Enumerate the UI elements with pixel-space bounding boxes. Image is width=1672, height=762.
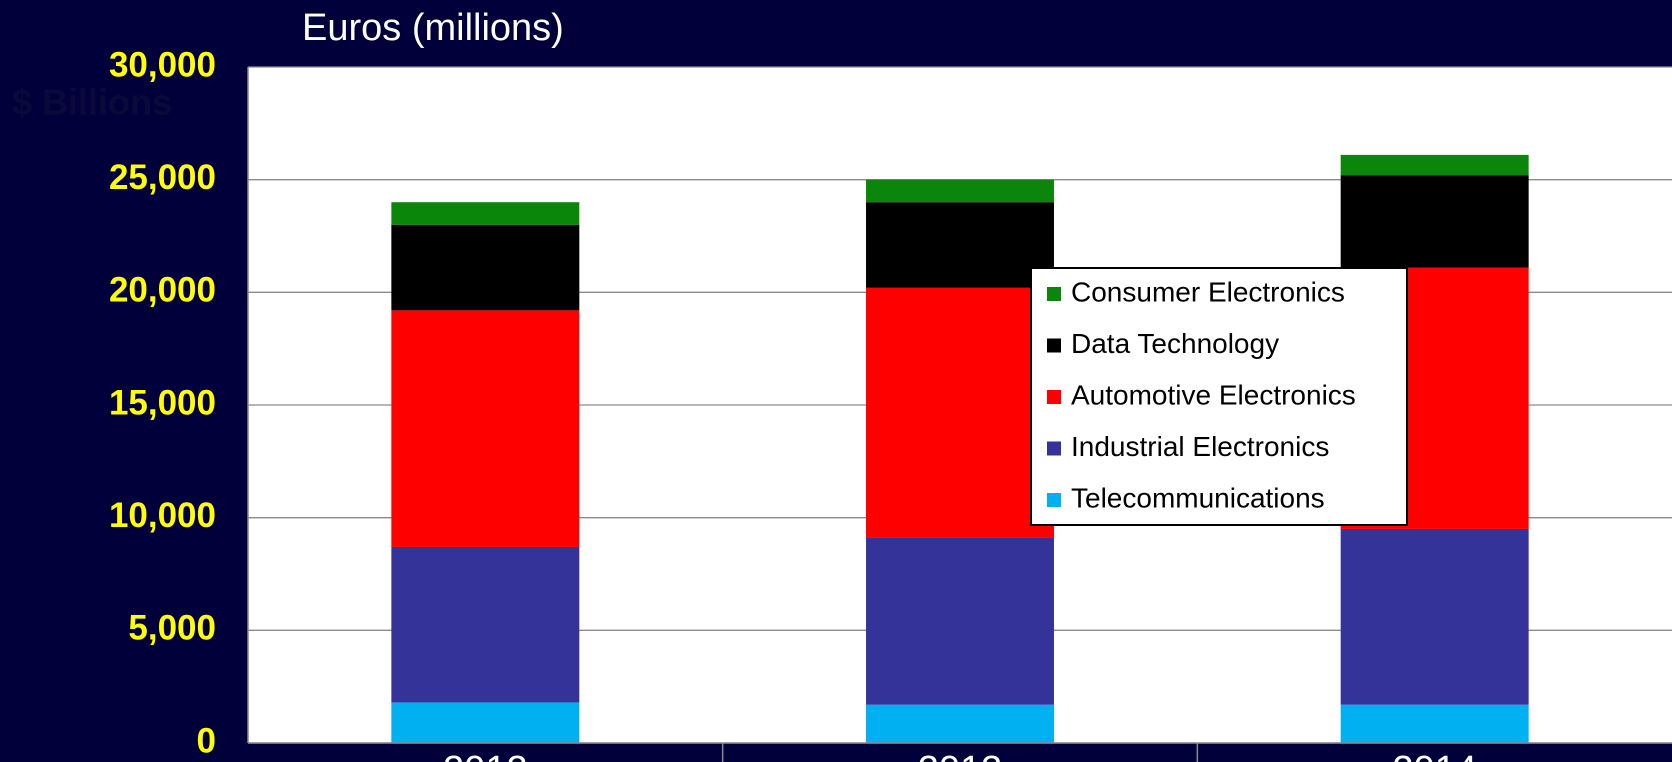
bar-segment xyxy=(866,202,1054,288)
bar-segment xyxy=(1340,704,1529,743)
legend-swatch xyxy=(1047,287,1061,301)
bar-segment xyxy=(1340,175,1529,268)
y-tick-label: 30,000 xyxy=(109,45,216,84)
legend-box xyxy=(1030,267,1408,526)
x-tick-label: 2012 xyxy=(443,749,528,762)
bar-segment xyxy=(1340,528,1529,705)
y-tick-label: 5,000 xyxy=(128,609,216,648)
y-tick-label: 0 xyxy=(197,721,216,760)
x-tick-label: 2013 xyxy=(918,749,1003,762)
legend-label: Data Technology xyxy=(1071,328,1279,359)
y-tick-label: 10,000 xyxy=(109,496,216,535)
y-axis-label: $ Billions xyxy=(12,82,172,123)
y-tick-label: 15,000 xyxy=(109,383,216,422)
legend-label: Automotive Electronics xyxy=(1071,379,1356,410)
legend-swatch xyxy=(1047,390,1061,404)
legend-swatch xyxy=(1047,493,1061,507)
bar-segment xyxy=(391,310,580,547)
bar-segment xyxy=(866,704,1054,743)
bar-segment xyxy=(866,179,1054,203)
bar-segment xyxy=(1340,154,1529,176)
bar-segment xyxy=(866,537,1054,705)
y-tick-label: 25,000 xyxy=(109,158,216,197)
y-tick-label: 20,000 xyxy=(109,271,216,310)
chart-title: Euros (millions) xyxy=(302,7,564,49)
legend-swatch xyxy=(1047,441,1061,456)
x-tick-label: 2014 xyxy=(1392,749,1477,762)
legend-label: Consumer Electronics xyxy=(1071,276,1345,307)
legend-swatch xyxy=(1047,338,1061,353)
bar-segment xyxy=(391,546,580,703)
bar-segment xyxy=(866,287,1054,538)
bar-segment xyxy=(391,702,580,743)
legend-label: Telecommunications xyxy=(1071,482,1325,513)
bar-segment xyxy=(391,202,580,225)
legend-label: Industrial Electronics xyxy=(1071,431,1329,462)
bar-segment xyxy=(391,224,580,311)
